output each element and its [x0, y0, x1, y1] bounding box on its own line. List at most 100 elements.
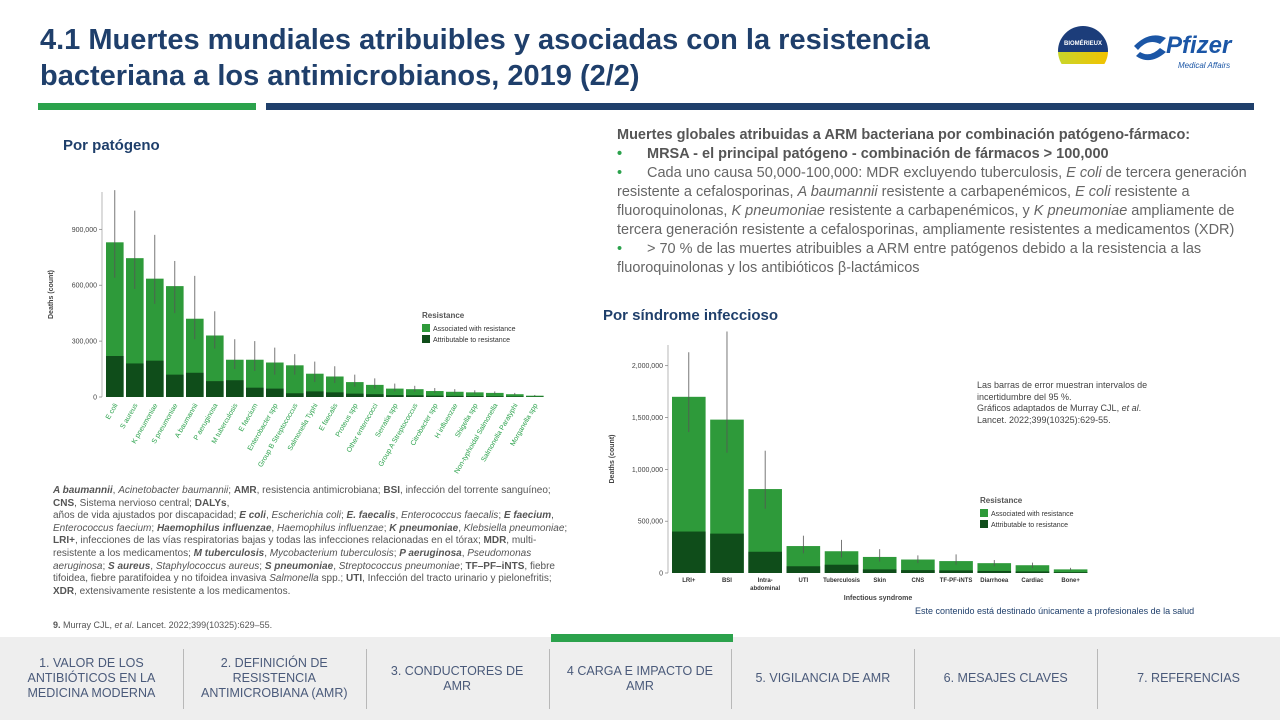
nav-separator [365, 649, 367, 709]
bar-attributable [126, 363, 144, 397]
bar-associated [126, 258, 144, 397]
legend-title: Resistance [422, 311, 465, 320]
reference-text: 9. Murray CJL, et al. Lancet. 2022;399(1… [53, 620, 273, 630]
bar-associated [466, 392, 484, 397]
category-label: UTI [799, 578, 809, 584]
category-label: Intra- [758, 578, 773, 584]
bar-attributable [366, 394, 384, 397]
y-axis-label: Deaths (count) [609, 435, 616, 484]
legend-label: Attributable to resistance [433, 337, 510, 344]
nav-tab-5[interactable]: 5. VIGILANCIA DE AMR [755, 671, 891, 685]
bar-attributable [306, 391, 324, 397]
title-underline-green [38, 103, 256, 110]
nav-tab-6[interactable]: 6. MESAJES CLAVES [943, 671, 1068, 685]
bar-attributable [246, 387, 264, 397]
bar-attributable [346, 393, 364, 397]
legend-label: Associated with resistance [433, 326, 516, 333]
category-label: Bone+ [1061, 578, 1080, 584]
category-label: Cardiac [1021, 578, 1044, 584]
bar-attributable [1015, 571, 1050, 573]
bar-associated [366, 384, 384, 397]
bar-associated [266, 362, 284, 397]
bar-associated [939, 561, 973, 573]
bar-associated [406, 389, 424, 397]
bar-attributable [206, 381, 224, 397]
bar-associated [346, 382, 364, 397]
bar-attributable [939, 570, 973, 573]
bar-associated [1053, 569, 1088, 573]
bar-attributable [786, 566, 821, 573]
title-underline-navy [266, 103, 1254, 110]
legend-label: Attributable to resistance [991, 522, 1068, 529]
bar-attributable [901, 570, 935, 573]
bar-associated [446, 391, 464, 397]
nav-tab-7[interactable]: 7. REFERENCIAS [1137, 671, 1240, 685]
category-label: S aureus [119, 402, 139, 430]
legend-swatch [422, 324, 430, 332]
bar-associated [306, 373, 324, 397]
x-axis-label: Infectious syndrome [844, 595, 913, 602]
legend-label: Associated with resistance [991, 511, 1074, 518]
nav-separator [182, 649, 184, 709]
nav-tab-3[interactable]: 3. CONDUCTORES DE AMR [390, 663, 524, 693]
bar-associated [901, 559, 935, 573]
bar-attributable [446, 395, 464, 397]
syndrome-section-title: Por síndrome infeccioso [603, 307, 779, 324]
bullet-item: • > 70 % de las muertes atribuibles a ARM… [617, 241, 1202, 276]
bar-attributable [406, 395, 424, 397]
legend-title: Resistance [980, 496, 1023, 505]
legend-swatch [980, 509, 988, 517]
bar-attributable [426, 395, 444, 397]
bar-attributable [226, 380, 244, 397]
y-tick-label: 900,000 [72, 227, 97, 234]
pathogen-chart: 0 300,000 600,000 900,000 Deaths (count) E co… [48, 190, 544, 475]
active-tab-indicator [551, 634, 733, 642]
bar-associated [977, 563, 1012, 573]
bar-attributable [386, 395, 404, 397]
y-tick-label: 1,000,000 [632, 467, 663, 474]
legend-swatch [422, 335, 430, 343]
nav-tab-4[interactable]: 4 CARGA E IMPACTO DE AMR [566, 663, 714, 693]
bullet-item: • Cada uno causa 50,000-100,000: MDR excl… [617, 165, 1247, 238]
category-label: E faecalis [318, 402, 339, 432]
bar-attributable [672, 531, 706, 573]
y-tick-label: 600,000 [72, 283, 97, 290]
error-bar-note: Las barras de error muestran intervalos … [977, 380, 1148, 425]
nav-tab-1[interactable]: 1. VALOR DE LOS ANTIBIÓTICOS EN LA MEDIC… [27, 656, 156, 700]
bottom-navigation: 1. VALOR DE LOS ANTIBIÓTICOS EN LA MEDIC… [0, 637, 1280, 720]
nav-tab-2[interactable]: 2. DEFINICIÓN DE RESISTENCIA ANTIMICROBI… [200, 656, 348, 700]
bar-associated [486, 392, 504, 397]
bar-attributable [486, 396, 504, 397]
y-tick-label: 2,000,000 [632, 363, 663, 370]
bar-attributable [824, 564, 859, 573]
nav-separator [548, 649, 550, 709]
page-title: 4.1 Muertes mundiales atribuibles y asoc… [40, 24, 930, 92]
key-findings-heading: Muertes globales atribuidas a ARM bacter… [617, 127, 1191, 143]
bar-associated [286, 365, 304, 397]
bar-attributable [710, 533, 744, 573]
bar-associated [326, 376, 344, 397]
pfizer-mark-icon [1134, 35, 1166, 61]
bar-attributable [286, 393, 304, 397]
bar-attributable [186, 372, 204, 397]
category-label: abdominal [750, 586, 780, 592]
bar-attributable [506, 396, 524, 397]
bar-attributable [977, 570, 1012, 573]
bar-associated [862, 556, 897, 573]
bar-attributable [748, 551, 782, 573]
bar-associated [426, 391, 444, 397]
hcp-disclaimer: Este contenido está destinado únicamente… [915, 606, 1195, 616]
category-label: Diarrhoea [980, 578, 1009, 584]
bar-attributable [466, 396, 484, 397]
category-label: BSI [722, 578, 732, 584]
nav-separator [1097, 649, 1099, 709]
bar-attributable [326, 392, 344, 397]
biomerieux-logo: BIOMÉRIEUX [1058, 26, 1108, 76]
bar-associated [1015, 565, 1050, 573]
bar-attributable [146, 360, 164, 397]
y-tick-label: 500,000 [638, 519, 663, 526]
y-axis-label: Deaths (count) [48, 270, 55, 319]
category-label: E coli [105, 402, 120, 421]
bar-attributable [266, 388, 284, 397]
y-tick-label: 0 [93, 395, 97, 402]
